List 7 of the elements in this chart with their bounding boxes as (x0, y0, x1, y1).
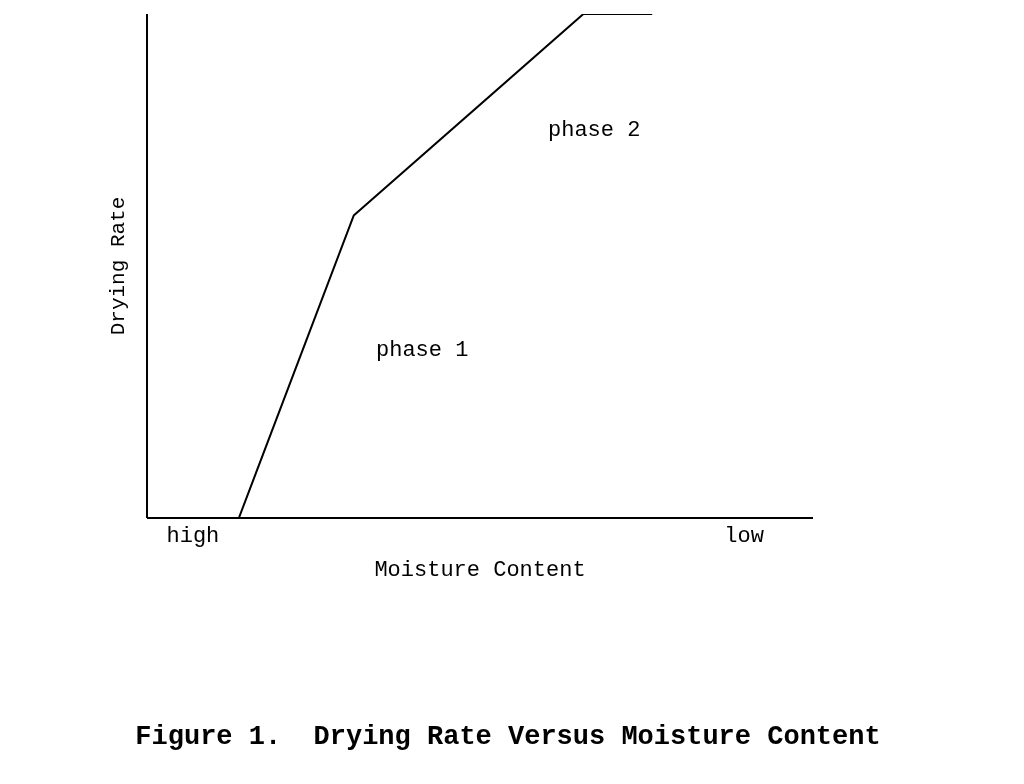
x-tick-label: high (166, 523, 220, 549)
x-tick-label: low (724, 523, 764, 549)
x-axis-title: Moisture Content (374, 558, 586, 583)
y-axis-title: Drying Rate (107, 196, 131, 336)
text: Figure 1. Drying Rate Versus Moisture Content (134, 722, 882, 752)
annotation: phase 1 (376, 338, 469, 363)
annotation: phase 2 (548, 118, 641, 143)
